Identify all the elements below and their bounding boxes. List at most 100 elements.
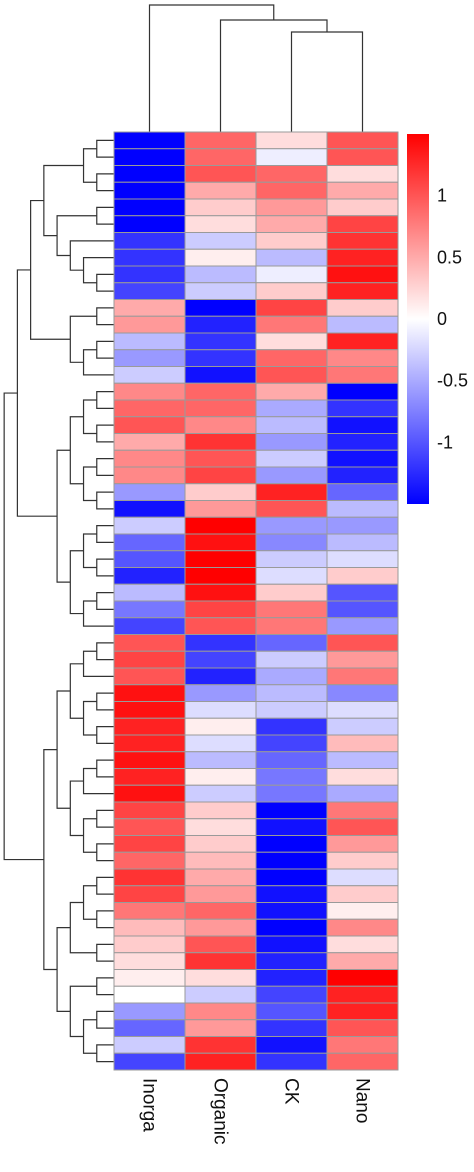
heatmap-cell — [113, 516, 186, 535]
heatmap-cell — [326, 382, 399, 401]
heatmap-cell — [113, 181, 186, 200]
color-scale-bar — [407, 134, 429, 504]
heatmap-cell — [184, 935, 257, 954]
heatmap-cell — [326, 985, 399, 1004]
column-label: CK — [281, 1078, 302, 1105]
heatmap-cell — [184, 1036, 257, 1054]
heatmap-cell — [113, 483, 186, 501]
heatmap-cell — [184, 818, 257, 836]
heatmap-cell — [255, 701, 328, 719]
heatmap-cell — [255, 818, 328, 836]
heatmap-cell — [184, 969, 257, 987]
heatmap-cell — [326, 684, 399, 702]
heatmap-cell — [255, 935, 328, 954]
heatmap-cell — [326, 650, 399, 669]
dendrogram-branch — [96, 558, 114, 577]
heatmap-cell — [113, 935, 186, 954]
dendrogram-branch — [82, 399, 97, 435]
heatmap-cell — [255, 583, 328, 602]
heatmap-cell — [184, 717, 257, 736]
dendrogram-branch — [3, 392, 44, 861]
heatmap-cell — [184, 751, 257, 769]
heatmap-cell — [113, 382, 186, 401]
heatmap-cell — [326, 131, 399, 150]
heatmap-cell — [184, 382, 257, 401]
heatmap-cell — [184, 617, 257, 635]
column-label: Nano — [352, 1078, 373, 1123]
legend-tick-label: 0.5 — [437, 247, 462, 267]
dendrogram-branch — [290, 31, 364, 132]
column-labels: Inorga Organic CK Nano — [139, 1078, 373, 1145]
heatmap-cell — [326, 550, 399, 568]
color-legend: 1 0.5 0 -0.5 -1 — [407, 134, 468, 504]
dendrogram-branch — [96, 139, 114, 158]
heatmap-cell — [255, 969, 328, 987]
dendrogram-branch — [219, 19, 328, 132]
heatmap-cell — [255, 567, 328, 585]
heatmap-cell — [184, 734, 257, 753]
heatmap-cell — [326, 935, 399, 954]
heatmap-cell — [326, 952, 399, 970]
heatmap-cell — [255, 315, 328, 334]
heatmap-cell — [255, 1019, 328, 1037]
dendrogram-branch — [56, 927, 71, 1012]
heatmap-cell — [113, 835, 186, 853]
heatmap-cell — [184, 1019, 257, 1037]
heatmap-cell — [255, 751, 328, 769]
heatmap-cell — [184, 332, 257, 351]
heatmap-cell — [113, 466, 186, 485]
dendrogram-branch — [69, 240, 114, 271]
heatmap-cell — [113, 332, 186, 351]
heatmap-cell — [326, 198, 399, 217]
dendrogram-branch — [96, 726, 114, 744]
heatmap-cell — [326, 181, 399, 200]
heatmap-cell — [255, 483, 328, 501]
heatmap-cell — [326, 634, 399, 652]
heatmap-cell — [184, 952, 257, 970]
heatmap-cell — [255, 1002, 328, 1021]
dendrogram-branch — [96, 943, 114, 962]
heatmap-cell — [326, 902, 399, 920]
legend-tick-label: 1 — [437, 186, 447, 206]
heatmap-cell — [326, 918, 399, 937]
heatmap-cell — [184, 533, 257, 552]
heatmap-cell — [184, 315, 257, 334]
dendrogram-branch — [96, 273, 114, 292]
heatmap-cell — [184, 449, 257, 468]
dendrogram-branch — [96, 491, 114, 510]
heatmap-cell — [326, 349, 399, 367]
dendrogram-branch — [96, 391, 114, 409]
dendrogram-branch — [96, 173, 114, 192]
heatmap-cell — [255, 1052, 328, 1071]
dendrogram-branch — [82, 257, 114, 284]
heatmap-cell — [113, 818, 186, 836]
heatmap-cell — [113, 902, 186, 920]
heatmap-cell — [113, 634, 186, 652]
heatmap-cell — [113, 1019, 186, 1037]
heatmap-cell — [113, 784, 186, 803]
heatmap-cell — [255, 399, 328, 418]
heatmap-cell — [113, 952, 186, 970]
heatmap-cell — [184, 265, 257, 284]
heatmap-cell — [326, 600, 399, 619]
heatmap-cell — [255, 667, 328, 686]
heatmap-cell — [326, 315, 399, 334]
legend-tick-label: 0 — [437, 309, 447, 329]
dendrogram-branch — [96, 1010, 114, 1029]
heatmap-cell — [184, 232, 257, 250]
heatmap-cell — [255, 282, 328, 300]
heatmap-cell — [255, 801, 328, 820]
heatmap-cell — [184, 131, 257, 150]
heatmap-cell — [255, 449, 328, 468]
heatmap-cell — [255, 784, 328, 803]
heatmap-cell — [184, 667, 257, 686]
heatmap-cell — [184, 416, 257, 434]
heatmap-cell — [113, 1036, 186, 1054]
heatmap-cell — [113, 131, 186, 150]
heatmap-cell — [255, 868, 328, 887]
heatmap-cell — [326, 868, 399, 887]
dendrogram-branch — [96, 692, 114, 711]
heatmap-cell — [184, 399, 257, 418]
